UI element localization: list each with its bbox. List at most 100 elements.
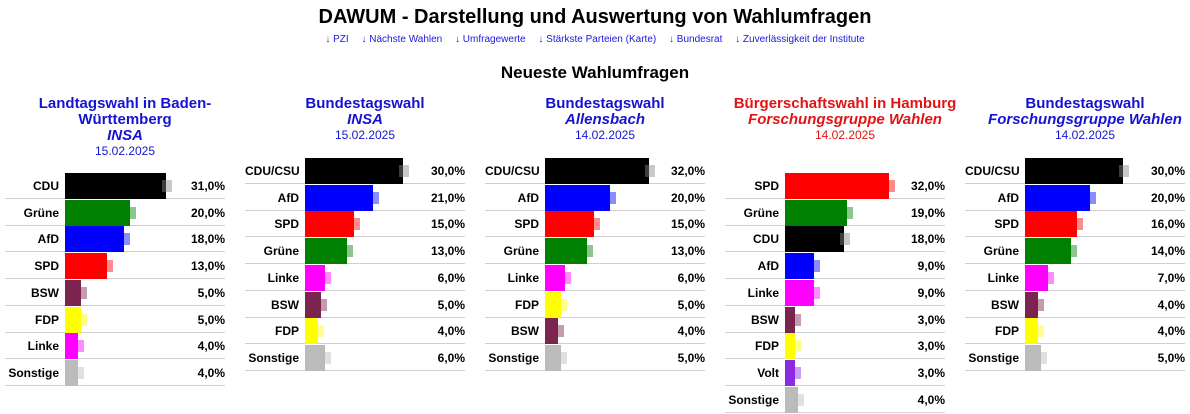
change-marker bbox=[606, 191, 616, 204]
election-title[interactable]: Bundestagswahl bbox=[305, 95, 425, 112]
percentage-value: 5,0% bbox=[197, 312, 225, 327]
party-row: Grüne 13,0% bbox=[485, 238, 705, 265]
party-row: CDU 31,0% bbox=[5, 173, 225, 199]
poll-date: 15.02.2025 bbox=[94, 144, 156, 158]
change-marker bbox=[1034, 298, 1044, 311]
party-label: SPD bbox=[994, 217, 1019, 232]
change-marker bbox=[320, 351, 331, 364]
percentage-value: 4,0% bbox=[1157, 324, 1185, 339]
percentage-value: 15,0% bbox=[670, 217, 705, 232]
nav-link-umfragewerte[interactable]: ↓ Umfragewerte bbox=[455, 34, 526, 45]
poll-panel: Bürgerschaftswahl in Hamburg Forschungsgr… bbox=[725, 0, 965, 414]
party-bar bbox=[305, 344, 325, 371]
party-label: CDU bbox=[753, 232, 779, 247]
party-label: Linke bbox=[267, 270, 299, 285]
party-row: AfD 20,0% bbox=[485, 184, 705, 211]
percentage-value: 6,0% bbox=[437, 350, 465, 365]
nav-link-zuverlaessigkeit[interactable]: ↓ Zuverlässigkeit der Institute bbox=[735, 34, 865, 45]
party-label: Linke bbox=[27, 339, 59, 354]
institute-name[interactable]: Forschungsgruppe Wahlen bbox=[748, 111, 942, 128]
nav-link-staerkste-parteien[interactable]: ↓ Stärkste Parteien (Karte) bbox=[538, 34, 657, 45]
party-label: CDU/CSU bbox=[485, 164, 540, 178]
party-label: Volt bbox=[757, 365, 779, 380]
poll-header: Landtagswahl in Baden-Württemberg INSA 15.… bbox=[5, 95, 245, 159]
party-bar bbox=[65, 253, 108, 280]
election-title[interactable]: Bundestagswahl bbox=[545, 95, 665, 112]
party-row: Grüne 20,0% bbox=[5, 199, 225, 226]
percentage-value: 7,0% bbox=[1157, 270, 1185, 285]
party-label: SPD bbox=[274, 217, 299, 232]
change-marker bbox=[1037, 351, 1048, 364]
change-marker bbox=[161, 180, 172, 192]
party-bar bbox=[545, 318, 558, 345]
nav-link-bundesrat[interactable]: ↓ Bundesrat bbox=[669, 34, 723, 45]
poll-panel: Bundestagswahl INSA 15.02.2025 CDU/CSU 30,0%… bbox=[245, 0, 485, 414]
change-marker bbox=[317, 298, 328, 311]
nav-link-pzi[interactable]: ↓ PZI bbox=[325, 34, 349, 45]
institute-name[interactable]: Forschungsgruppe Wahlen bbox=[988, 111, 1182, 128]
party-bar bbox=[545, 184, 610, 211]
percentage-value: 16,0% bbox=[1150, 217, 1185, 232]
party-bar bbox=[785, 199, 847, 226]
party-row: CDU/CSU 30,0% bbox=[245, 158, 465, 184]
party-label: BSW bbox=[511, 324, 539, 339]
percentage-value: 32,0% bbox=[670, 164, 705, 178]
party-row: CDU 18,0% bbox=[725, 226, 945, 253]
party-row: BSW 3,0% bbox=[725, 306, 945, 333]
party-bar bbox=[785, 173, 889, 199]
institute-name[interactable]: Allensbach bbox=[564, 111, 646, 128]
party-label: AfD bbox=[37, 232, 59, 247]
change-marker bbox=[794, 393, 804, 406]
poll-date: 15.02.2025 bbox=[334, 128, 396, 142]
party-bar bbox=[545, 211, 594, 238]
poll-panel: Bundestagswahl Allensbach 14.02.2025 CDU/CS… bbox=[485, 0, 725, 414]
party-bar bbox=[1025, 318, 1038, 345]
party-label: BSW bbox=[271, 297, 299, 312]
party-bar bbox=[305, 291, 322, 318]
change-marker bbox=[560, 271, 571, 284]
change-marker bbox=[1118, 165, 1129, 177]
percentage-value: 6,0% bbox=[677, 270, 705, 285]
party-label: Grüne bbox=[263, 244, 299, 259]
poll-date: 14.02.2025 bbox=[1054, 128, 1116, 142]
election-title[interactable]: Bürgerschaftswahl in Hamburg bbox=[733, 95, 957, 112]
party-row: FDP 5,0% bbox=[5, 306, 225, 333]
change-marker bbox=[810, 286, 821, 299]
party-label: SPD bbox=[34, 259, 59, 274]
percentage-value: 5,0% bbox=[677, 350, 705, 365]
change-marker bbox=[398, 165, 409, 177]
party-row: FDP 5,0% bbox=[485, 291, 705, 318]
party-label: FDP bbox=[515, 297, 539, 312]
party-label: Sonstige bbox=[968, 350, 1019, 365]
election-title[interactable]: Landtagswahl in Baden-Württemberg bbox=[38, 95, 212, 128]
poll-header: Bundestagswahl INSA 15.02.2025 bbox=[245, 95, 485, 143]
party-label: FDP bbox=[275, 324, 299, 339]
party-row: Linke 4,0% bbox=[5, 333, 225, 360]
nav-link-naechste-wahlen[interactable]: ↓ Nächste Wahlen bbox=[361, 34, 443, 45]
percentage-value: 4,0% bbox=[197, 365, 225, 380]
institute-name[interactable]: INSA bbox=[347, 111, 383, 128]
party-label: CDU/CSU bbox=[245, 164, 300, 178]
party-row: SPD 16,0% bbox=[965, 211, 1185, 238]
party-bar bbox=[65, 359, 78, 386]
institute-name[interactable]: INSA bbox=[107, 127, 143, 144]
election-title[interactable]: Bundestagswahl bbox=[1025, 95, 1145, 112]
change-marker bbox=[842, 206, 853, 219]
percentage-value: 20,0% bbox=[670, 190, 705, 205]
change-marker bbox=[810, 260, 821, 273]
party-row: Linke 6,0% bbox=[245, 264, 465, 291]
poll-header: Bürgerschaftswahl in Hamburg Forschungsgr… bbox=[725, 95, 965, 143]
party-bar bbox=[545, 238, 588, 265]
party-label: AfD bbox=[997, 190, 1019, 205]
party-bar bbox=[65, 279, 82, 306]
party-label: FDP bbox=[35, 312, 59, 327]
party-bar bbox=[305, 318, 318, 345]
percentage-value: 6,0% bbox=[437, 270, 465, 285]
party-label: SPD bbox=[754, 179, 779, 193]
party-label: Linke bbox=[747, 285, 779, 300]
party-bar bbox=[305, 211, 354, 238]
percentage-value: 5,0% bbox=[1157, 350, 1185, 365]
percentage-value: 21,0% bbox=[430, 190, 465, 205]
party-bar bbox=[545, 264, 565, 291]
percentage-value: 15,0% bbox=[430, 217, 465, 232]
